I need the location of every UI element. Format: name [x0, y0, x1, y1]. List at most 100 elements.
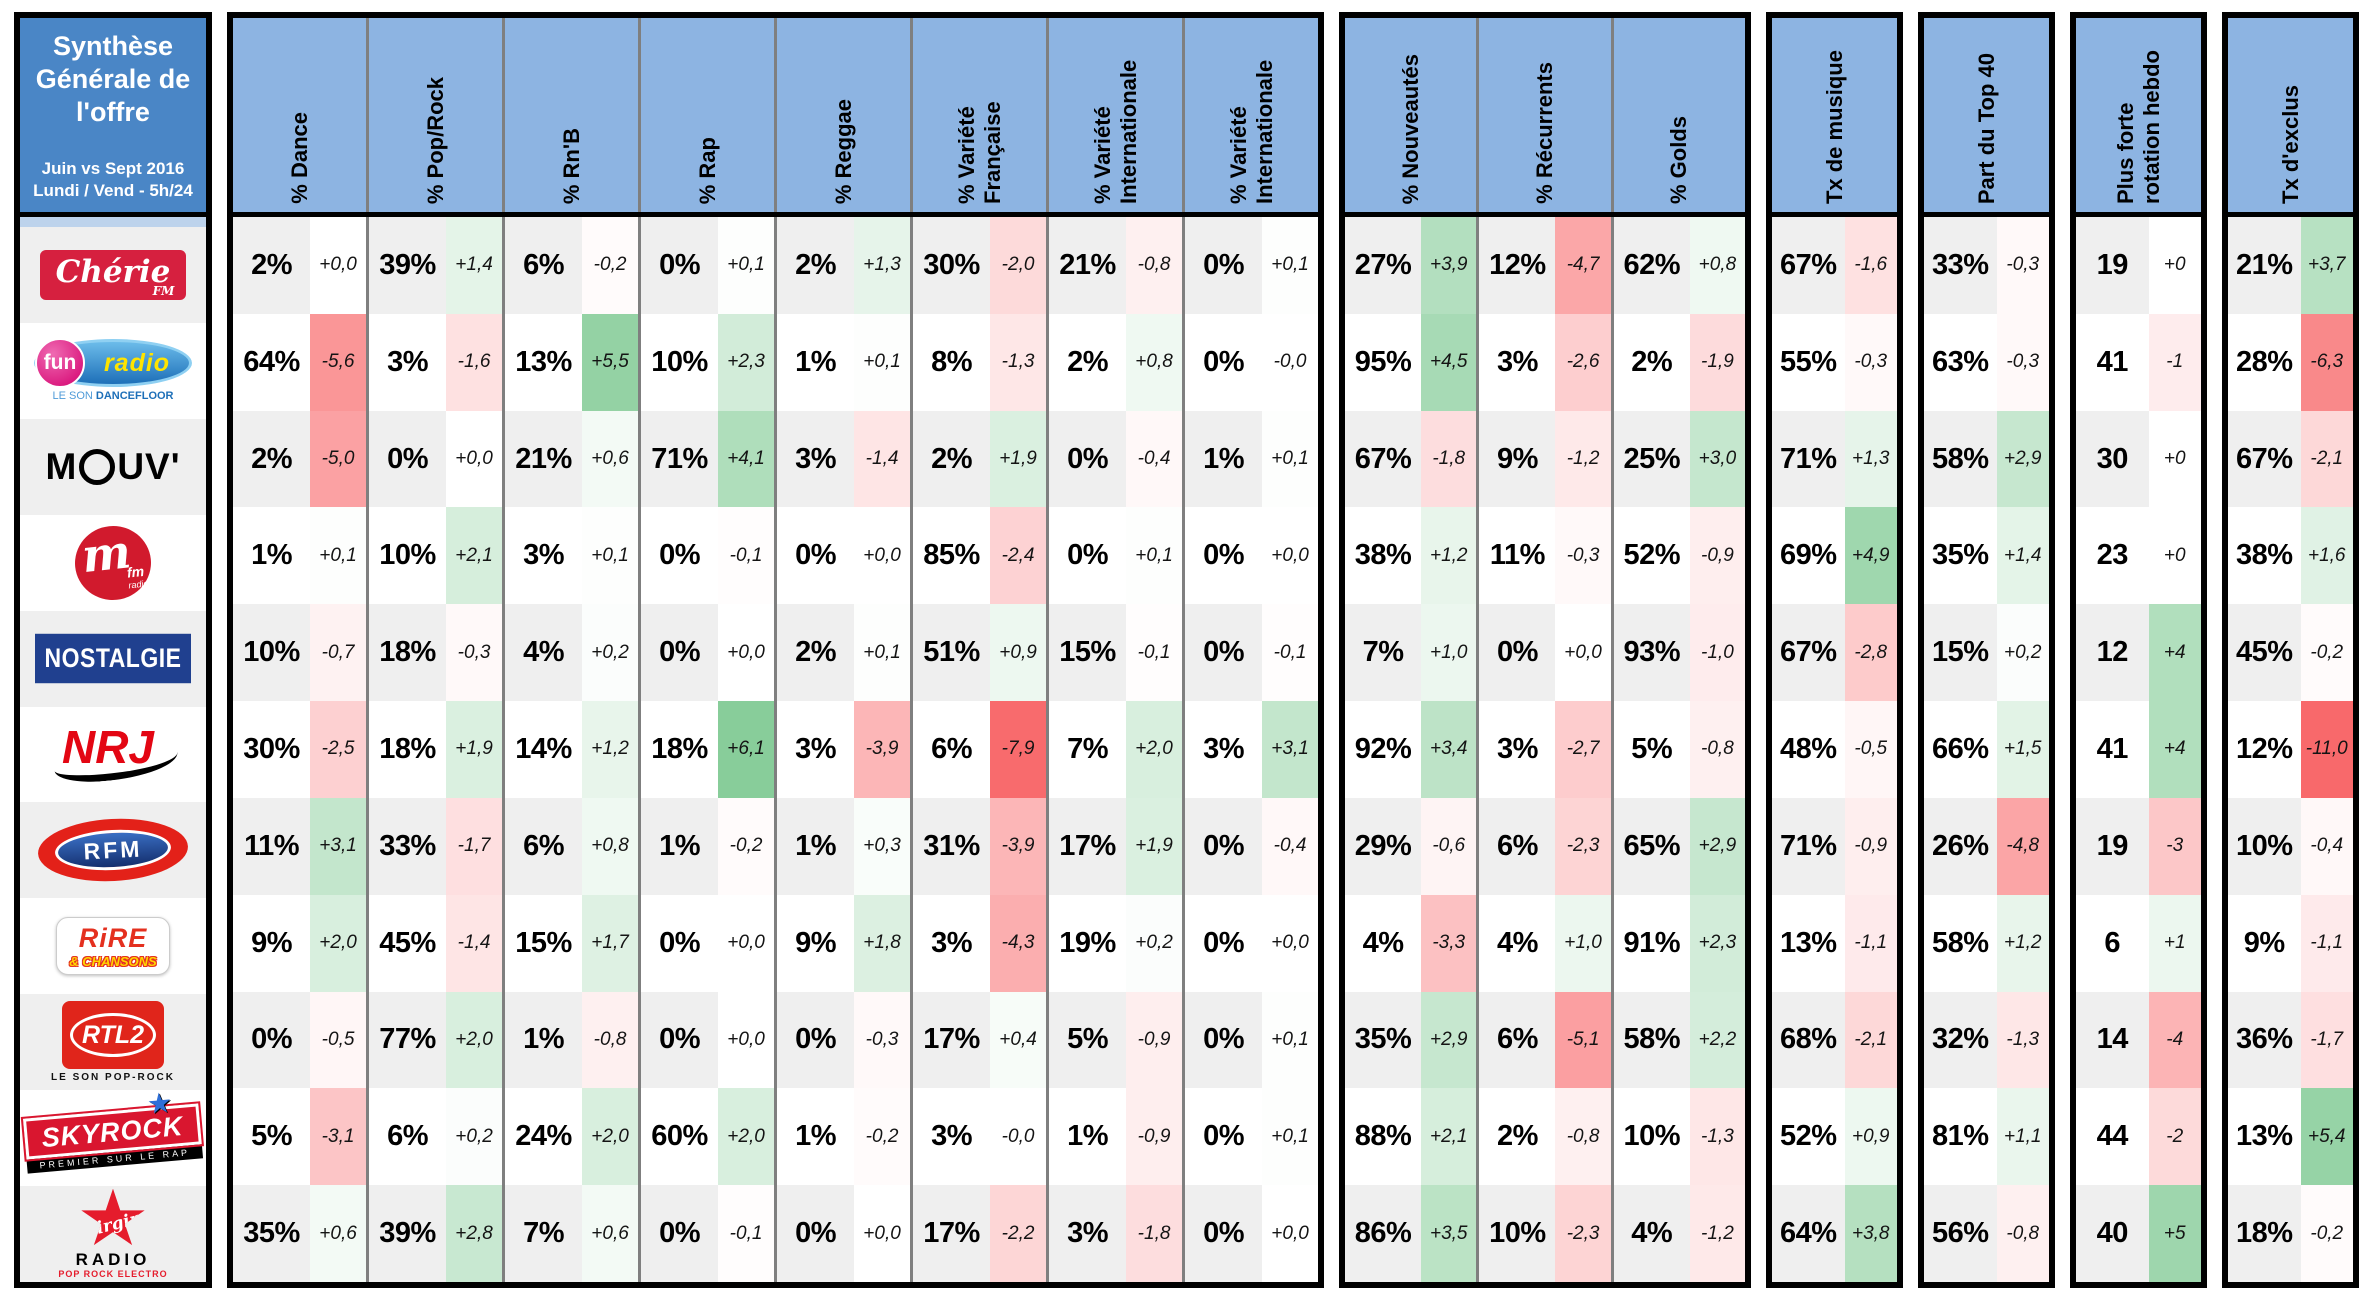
cell-mfm-genres-2: 3% +0,1	[502, 507, 638, 605]
cell-fun-genres-3: 10% +2,3	[638, 313, 774, 411]
cell-delta: +1,1	[1996, 1088, 2049, 1186]
data-row-fun: 63% -0,3	[1924, 313, 2049, 411]
data-row-fun: 41 -1	[2076, 313, 2201, 411]
cell-value: 3%	[1479, 701, 1556, 798]
cell-value: 33%	[369, 797, 447, 895]
cell-delta: -2,6	[1555, 313, 1611, 411]
cell-delta: -2,1	[2300, 410, 2353, 508]
cell-rfm-genres-6: 17% +1,9	[1046, 797, 1182, 895]
cell-fun-genres-0: 64% -5,6	[233, 313, 366, 411]
cell-virgin-cycle-0: 86% +3,5	[1345, 1185, 1477, 1282]
cell-value: 58%	[1924, 410, 1997, 508]
data-row-mfm: 69% +4,9	[1772, 507, 1897, 605]
cell-delta: +1,0	[1421, 604, 1477, 702]
cell-virgin-cycle-1: 10% -2,3	[1476, 1185, 1611, 1282]
cell-delta: -1,1	[2300, 894, 2353, 992]
cell-value: 0%	[777, 1185, 855, 1282]
cell-rfm-genres-3: 1% -0,2	[638, 797, 774, 895]
data-row-virgin: 40 +5	[2076, 1185, 2201, 1282]
cell-value: 58%	[1924, 894, 1997, 992]
cell-rire-genres-5: 3% -4,3	[910, 894, 1046, 992]
station-row-mouv: M UV'	[20, 418, 206, 515]
cell-value: 35%	[1924, 507, 1997, 605]
cell-delta: -0,4	[1126, 410, 1182, 508]
cell-value: 40	[2076, 1185, 2149, 1282]
cell-rtl2-genres-5: 17% +0,4	[910, 991, 1046, 1089]
cell-value: 44	[2076, 1088, 2149, 1186]
column-header-label: Plus forte rotation hebdo	[2112, 50, 2164, 204]
cell-skyrock-genres-4: 1% -0,2	[774, 1088, 910, 1186]
column-header-cycle-1: % Récurrents	[1476, 18, 1610, 212]
cell-value: 71%	[641, 410, 719, 508]
cell-value: 0%	[1185, 1185, 1263, 1282]
cell-cherie-cycle-0: 27% +3,9	[1345, 217, 1477, 314]
cell-value: 56%	[1924, 1185, 1997, 1282]
cell-delta: +1,3	[1844, 410, 1897, 508]
nrj-logo: NRJ	[62, 720, 164, 788]
cell-value: 9%	[233, 894, 311, 992]
cell-delta: -0,3	[1844, 313, 1897, 411]
cell-nrj-musique-0: 48% -0,5	[1772, 701, 1897, 798]
cell-skyrock-cycle-1: 2% -0,8	[1476, 1088, 1611, 1186]
cell-delta: +2,9	[1996, 410, 2049, 508]
cell-delta: +0,9	[990, 604, 1046, 702]
cell-rtl2-cycle-1: 6% -5,1	[1476, 991, 1611, 1089]
cell-rtl2-top40-0: 32% -1,3	[1924, 991, 2049, 1089]
group-musique: Tx de musique 67% -1,6 55% -0,3 71% +1,3 69% +4,…	[1766, 12, 1903, 1288]
data-row-rtl2: 14 -4	[2076, 991, 2201, 1089]
cell-value: 0%	[1049, 410, 1127, 508]
cell-rfm-genres-1: 33% -1,7	[366, 797, 502, 895]
data-row-nostalgie: 7% +1,0 0% +0,0 93% -1,0	[1345, 604, 1745, 702]
cell-value: 45%	[369, 894, 447, 992]
cell-cherie-genres-4: 2% +1,3	[774, 217, 910, 314]
cell-delta: +0,8	[1126, 313, 1182, 411]
cell-value: 86%	[1345, 1185, 1422, 1282]
cell-value: 0%	[1049, 507, 1127, 605]
data-row-cherie: 2% +0,0 39% +1,4 6% -0,2 0% +0,1 2% +1,3 30% -2,0 21…	[233, 217, 1318, 314]
cell-delta: -0,1	[718, 1185, 774, 1282]
column-header-genres-5: % Variété Française	[910, 18, 1046, 212]
cell-delta: -7,9	[990, 701, 1046, 798]
column-header-label: % Golds	[1666, 115, 1692, 204]
cell-delta: +0,0	[718, 991, 774, 1089]
cell-delta: -4,8	[1996, 797, 2049, 895]
cell-mfm-genres-1: 10% +2,1	[366, 507, 502, 605]
cell-delta: -0,8	[1996, 1185, 2049, 1282]
cell-mouv-cycle-2: 25% +3,0	[1610, 410, 1745, 508]
cell-delta: -4	[2148, 991, 2201, 1089]
cell-delta: +2,0	[718, 1088, 774, 1186]
cell-rtl2-genres-3: 0% +0,0	[638, 991, 774, 1089]
column-header-label: Tx de musique	[1821, 49, 1847, 204]
cell-rfm-genres-5: 31% -3,9	[910, 797, 1046, 895]
cell-delta: +1,2	[1996, 894, 2049, 992]
cell-delta: -0,8	[1689, 701, 1745, 798]
cell-delta: -3,3	[1421, 894, 1477, 992]
cell-delta: +1,8	[854, 894, 910, 992]
cell-rtl2-cycle-0: 35% +2,9	[1345, 991, 1477, 1089]
cell-value: 18%	[369, 701, 447, 798]
cell-delta: -1,2	[1689, 1185, 1745, 1282]
cell-value: 1%	[777, 313, 855, 411]
cell-delta: -0,9	[1126, 1088, 1182, 1186]
data-row-nrj: 92% +3,4 3% -2,7 5% -0,8	[1345, 701, 1745, 798]
cell-value: 1%	[1049, 1088, 1127, 1186]
group-exclus: Tx d'exclus 21% +3,7 28% -6,3 67% -2,1 38% +1,6 4…	[2222, 12, 2359, 1288]
data-row-skyrock: 88% +2,1 2% -0,8 10% -1,3	[1345, 1088, 1745, 1186]
cell-value: 67%	[2228, 410, 2301, 508]
cell-mouv-genres-0: 2% -5,0	[233, 410, 366, 508]
rire-et-chansons-logo: RiRE & CHANSONS	[56, 917, 170, 976]
data-row-rtl2: 36% -1,7	[2228, 991, 2353, 1089]
data-row-mfm: 38% +1,6	[2228, 507, 2353, 605]
cell-delta: +2,9	[1689, 797, 1745, 895]
data-row-rire: 9% +2,0 45% -1,4 15% +1,7 0% +0,0 9% +1,8 3% -4,3 19…	[233, 894, 1318, 992]
cell-nostalgie-genres-3: 0% +0,0	[638, 604, 774, 702]
cell-virgin-genres-5: 17% -2,2	[910, 1185, 1046, 1282]
cell-delta: -1,7	[446, 797, 502, 895]
cell-delta: +2,1	[446, 507, 502, 605]
nostalgie-logo: NOSTALGIE	[34, 633, 192, 684]
rtl2-logo: RTL2 LE SON POP-ROCK	[51, 1001, 175, 1083]
cell-rfm-cycle-2: 65% +2,9	[1610, 797, 1745, 895]
cell-delta: +0,0	[854, 507, 910, 605]
cell-mouv-genres-4: 3% -1,4	[774, 410, 910, 508]
cell-delta: -0,0	[1262, 313, 1318, 411]
